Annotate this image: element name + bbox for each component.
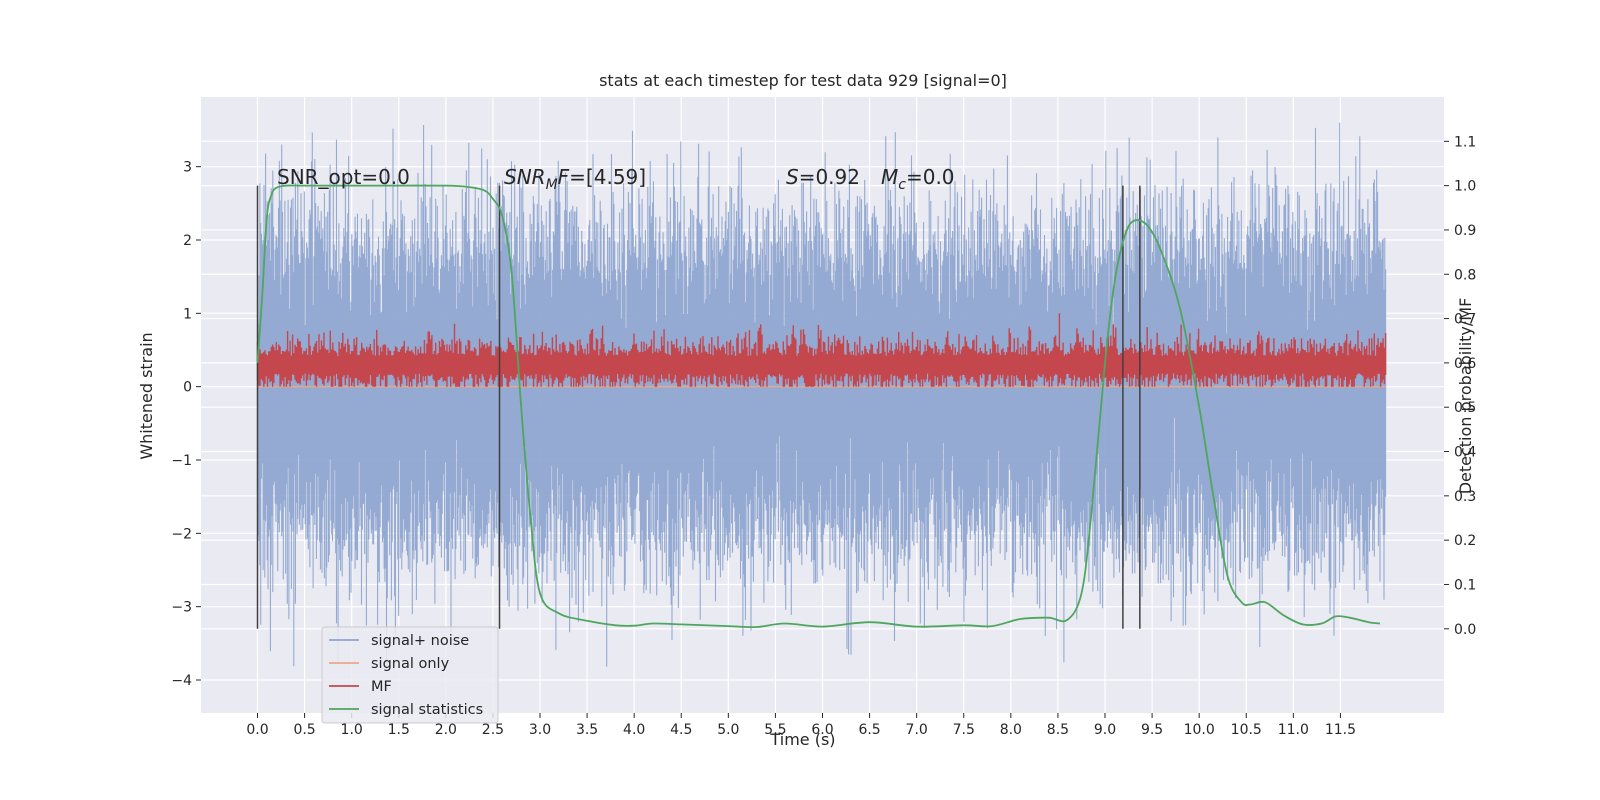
y-right-tick-label: 0.8 bbox=[1454, 267, 1476, 283]
y-tick-label: −2 bbox=[171, 526, 192, 542]
x-tick-label: 11.0 bbox=[1278, 722, 1309, 738]
y-tick-label: 3 bbox=[183, 160, 192, 176]
x-axis-label: Time (s) bbox=[769, 730, 835, 749]
x-axis-ticks: 0.0 0.5 1.0 1.5 2.0 2.5 3.0 3.5 4.0 4.5 5.0 5.5 6.0 6… bbox=[246, 713, 1356, 738]
x-tick-label: 2.0 bbox=[435, 722, 457, 738]
chart-title: stats at each timestep for test data 929… bbox=[599, 71, 1007, 90]
legend-box bbox=[321, 626, 499, 724]
x-tick-label: 10.0 bbox=[1184, 722, 1215, 738]
y-tick-label: −3 bbox=[171, 600, 192, 616]
snr-mf-label2: F bbox=[558, 165, 570, 189]
x-tick-label: 7.0 bbox=[906, 722, 928, 738]
x-tick-label: 2.5 bbox=[482, 722, 504, 738]
s-value: =0.92 bbox=[799, 165, 860, 189]
mc-annotation: Mc=0.0 bbox=[881, 165, 955, 193]
legend-label-signal-noise: signal+ noise bbox=[371, 633, 469, 649]
legend-label-signal-statistics: signal statistics bbox=[371, 702, 483, 718]
x-tick-label: 5.5 bbox=[764, 722, 786, 738]
y-right-tick-label: 0.3 bbox=[1454, 489, 1476, 505]
signal-statistics-series bbox=[256, 184, 1381, 629]
y-right-tick-label: 0.9 bbox=[1454, 223, 1476, 239]
x-tick-label: 10.5 bbox=[1231, 722, 1262, 738]
y-right-tick-label: 0.5 bbox=[1454, 400, 1476, 416]
s-label: S bbox=[786, 165, 799, 189]
mc-label: M bbox=[881, 165, 898, 189]
signal-statistics-line bbox=[256, 184, 1381, 629]
y-tick-label: −4 bbox=[171, 673, 192, 689]
x-tick-label: 9.5 bbox=[1141, 722, 1163, 738]
x-tick-label: 1.0 bbox=[341, 722, 363, 738]
snr-mf-label: SNR bbox=[504, 165, 546, 189]
x-tick-label: 4.0 bbox=[623, 722, 645, 738]
y-right-tick-label: 0.1 bbox=[1454, 577, 1476, 593]
y-tick-label: −1 bbox=[171, 453, 192, 469]
s-annotation: S=0.92 bbox=[786, 165, 860, 189]
y-tick-label: 1 bbox=[183, 306, 192, 322]
legend: signal+ noise signal only MF signal stat… bbox=[321, 626, 499, 724]
x-tick-label: 0.5 bbox=[293, 722, 315, 738]
x-tick-label: 7.5 bbox=[953, 722, 975, 738]
y-axis-right-ticks: 0.0 0.1 0.2 0.3 0.4 0.5 0.6 0.7 0.8 0.9 1.0 1.1 bbox=[1444, 134, 1476, 638]
snr-mf-sub: M bbox=[546, 177, 558, 193]
snr-mf-value: =[4.59] bbox=[569, 165, 646, 189]
x-tick-label: 8.5 bbox=[1047, 722, 1069, 738]
legend-label-mf: MF bbox=[371, 679, 392, 695]
x-tick-label: 1.5 bbox=[388, 722, 410, 738]
x-tick-label: 6.5 bbox=[858, 722, 880, 738]
x-tick-label: 11.5 bbox=[1325, 722, 1356, 738]
snr-mf-annotation: SNRMF=[4.59] bbox=[504, 165, 646, 193]
x-tick-label: 3.5 bbox=[576, 722, 598, 738]
x-tick-label: 9.0 bbox=[1094, 722, 1116, 738]
y-axis-right-label: Detection probability/MF bbox=[1456, 298, 1475, 495]
x-tick-label: 0.0 bbox=[246, 722, 268, 738]
y-tick-label: 2 bbox=[183, 233, 192, 249]
snr-opt-annotation: SNR_opt=0.0 bbox=[277, 165, 410, 189]
y-right-tick-label: 0.6 bbox=[1454, 356, 1476, 372]
y-right-tick-label: 0.4 bbox=[1454, 445, 1476, 461]
x-tick-label: 8.0 bbox=[1000, 722, 1022, 738]
y-right-tick-label: 1.0 bbox=[1454, 179, 1476, 195]
y-axis-ticks: −4 −3 −2 −1 0 1 2 3 bbox=[171, 160, 201, 689]
y-right-tick-label: 0.7 bbox=[1454, 312, 1476, 328]
legend-label-signal-only: signal only bbox=[371, 656, 450, 672]
y-right-tick-label: 0.0 bbox=[1454, 622, 1476, 638]
mc-value: =0.0 bbox=[906, 165, 955, 189]
event-markers bbox=[256, 185, 1141, 629]
x-tick-label: 6.0 bbox=[811, 722, 833, 738]
x-tick-label: 3.0 bbox=[529, 722, 551, 738]
x-tick-label: 5.0 bbox=[717, 722, 739, 738]
y-right-tick-label: 1.1 bbox=[1454, 134, 1476, 150]
x-tick-label: 4.5 bbox=[670, 722, 692, 738]
y-right-tick-label: 0.2 bbox=[1454, 533, 1476, 549]
y-tick-label: 0 bbox=[183, 380, 192, 396]
mc-sub: c bbox=[898, 177, 906, 193]
y-axis-label: Whitened strain bbox=[137, 332, 156, 459]
